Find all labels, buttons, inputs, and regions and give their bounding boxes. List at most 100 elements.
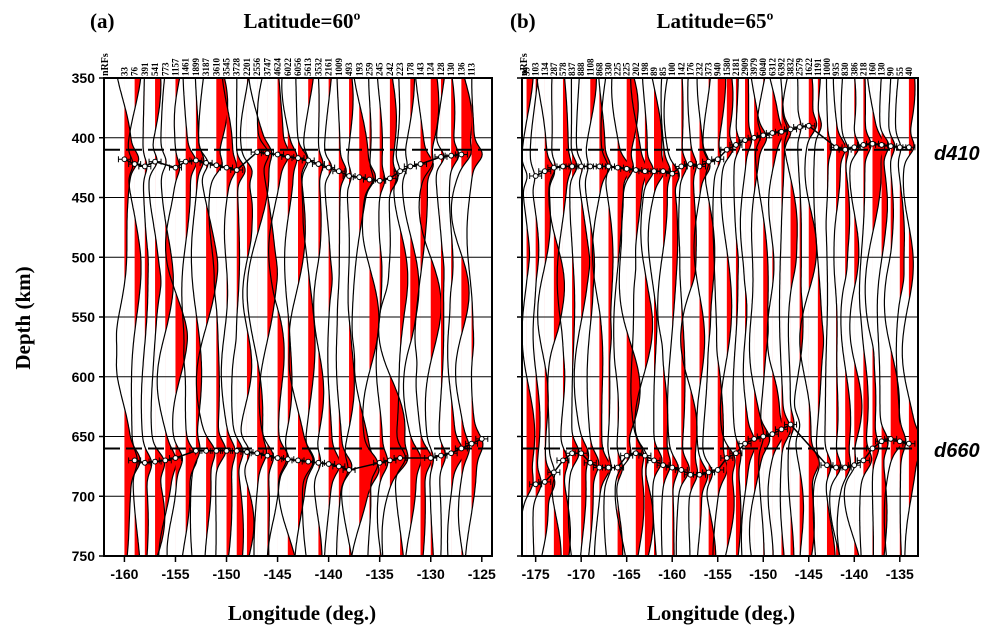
panel-b-nrf-count-35: 830 (840, 62, 850, 76)
panel-a-trace-9 (208, 78, 229, 556)
panel-a-trace-20 (323, 78, 341, 556)
panel-a-nrf-count-6: 1461 (181, 58, 191, 77)
panel-b-nrf-count-8: 868 (594, 62, 604, 76)
panel-b-d410-pick-36 (875, 141, 889, 148)
y-tick-label-400: 400 (72, 130, 96, 146)
panel-b-trace-fill-18 (690, 78, 698, 556)
panel-b-count-header: nRFs (519, 53, 530, 76)
panel-a-d410-pick-5 (179, 158, 193, 165)
panel-b-nrf-count-6: 888 (576, 62, 586, 76)
panel-b-trace-fill-7 (590, 78, 599, 556)
panel-b-nrf-count-34: 935 (831, 62, 841, 76)
panel-a-trace-17 (288, 78, 315, 556)
panel-a-trace-33 (450, 78, 473, 556)
panel-b-d410-pick-31 (829, 144, 843, 151)
panel-b-trace-fill-6 (581, 78, 590, 556)
panel-b-d410-pick-32 (838, 146, 852, 153)
panel-b-d410-pick-15 (665, 170, 679, 177)
panel-a-trace-19 (313, 78, 325, 556)
panel-b-traces (522, 78, 918, 556)
panel-a-trace-fill-22 (349, 78, 355, 556)
panel-b-nrf-count-29: 3832 (786, 58, 796, 77)
panel-b-trace-fill-12 (635, 78, 647, 556)
panel-a-d410-pick-11 (250, 149, 264, 156)
panel-a-trace-27 (393, 78, 409, 556)
panel-b-trace-33 (824, 78, 836, 556)
panel-b-trace-28 (778, 78, 792, 556)
panel-a-x-tick-label--125: -125 (468, 566, 496, 582)
panel-a-d410-pick-24 (383, 175, 397, 182)
panel-b-trace-3 (547, 78, 565, 556)
panel-b-nrf-count-37: 218 (858, 62, 868, 76)
picks-layer (117, 122, 916, 488)
panel-b-trace-fill-29 (790, 78, 798, 556)
d660-label: d660 (934, 440, 980, 462)
panel-b-trace-25 (748, 78, 771, 556)
panel-b-d410-pick-30 (802, 122, 816, 129)
panel-b-trace-10 (610, 78, 631, 556)
panel-a-trace-1 (127, 78, 142, 556)
panel-a-trace-2 (140, 78, 153, 556)
panel-b-trace-fill-16 (672, 78, 680, 556)
panel-a-d410-pick-12 (260, 150, 274, 157)
panel-a-trace-31 (435, 78, 447, 556)
panel-b-d410-pick-21 (720, 146, 734, 153)
panel-a-trace-fill-32 (451, 78, 464, 556)
panel-b-trace-24 (739, 78, 757, 556)
panel-a-nrf-count-11: 3728 (232, 58, 242, 77)
panel-b-d410-pick-29 (793, 123, 807, 130)
panel-b-x-tick-label--135: -135 (886, 566, 914, 582)
panel-b-trace-1 (529, 78, 542, 556)
panel-b-d410-pick-26 (765, 129, 779, 136)
panel-a-trace-fill-16 (287, 78, 298, 556)
panel-a-trace-fill-29 (420, 78, 434, 556)
panel-a-d410-pick-22 (362, 176, 376, 183)
panel-a-nrf-count-10: 3545 (222, 58, 232, 77)
panel-b-d410-pick-18 (693, 163, 707, 170)
panel-a-x-tick-label--150: -150 (213, 566, 241, 582)
panel-b-x-tick-label--140: -140 (840, 566, 868, 582)
panel-a-d410-pick-10 (230, 167, 244, 174)
panel-b-d410-pick-0 (529, 172, 543, 179)
y-tick-label-500: 500 (72, 249, 96, 265)
panel-b-nrf-count-23: 2181 (731, 58, 741, 77)
panel-b-trace-19 (693, 78, 711, 556)
panel-b-d410-pick-2 (547, 164, 561, 171)
panel-a-trace-5 (165, 78, 188, 556)
panel-b-d660-pick-15 (665, 464, 679, 471)
panel-b-nrf-count-2: 134 (540, 62, 550, 76)
panel-b-trace-14 (647, 78, 666, 556)
panel-b-nrf-count-40: 90 (886, 67, 896, 77)
panel-b-x-tick-label--150: -150 (749, 566, 777, 582)
panel-a-trace-29 (414, 78, 434, 556)
panel-b-nrf-count-13: 198 (640, 62, 650, 76)
panel-b-trace-37 (858, 78, 873, 556)
panel-a-nrf-count-21: 1009 (334, 58, 344, 77)
panel-a-d410-pick-30 (454, 151, 468, 158)
panel-a-nrf-count-34: 113 (467, 62, 477, 76)
panel-b-d660-pick-13 (647, 457, 661, 464)
panel-a-trace-3 (148, 78, 166, 556)
panel-a-d410-pick-18 (322, 164, 336, 171)
panel-b-nrf-count-14: 89 (649, 67, 659, 77)
panel-b-trace-38 (864, 78, 885, 556)
panel-b-d660-pick-2 (547, 469, 561, 476)
panel-b-trace-4 (556, 78, 573, 556)
panel-b-d410-pick-13 (647, 168, 661, 175)
panel-a-nrf-count-20: 2161 (324, 58, 334, 77)
panel-b-trace-20 (702, 78, 717, 556)
panel-a-nrf-count-7: 1899 (191, 58, 201, 77)
panel-a-d660-pick-17 (311, 459, 325, 466)
panel-a-d410-pick-2 (138, 163, 152, 170)
panel-b-trace-fill-41 (899, 78, 906, 556)
panel-a-trace-13 (246, 78, 273, 556)
panel-a-nrf-count-9: 3610 (211, 58, 221, 77)
panel-b-trace-15 (657, 78, 672, 556)
panel-b-d660-pick-22 (729, 450, 743, 457)
panel-b-trace-34 (829, 78, 847, 556)
panel-a-count-header: nRFs (100, 53, 111, 76)
panel-b-nrf-count-30: 2579 (795, 58, 805, 77)
panel-a-nrf-count-25: 245 (375, 62, 385, 76)
panel-a-trace-26 (377, 78, 409, 556)
